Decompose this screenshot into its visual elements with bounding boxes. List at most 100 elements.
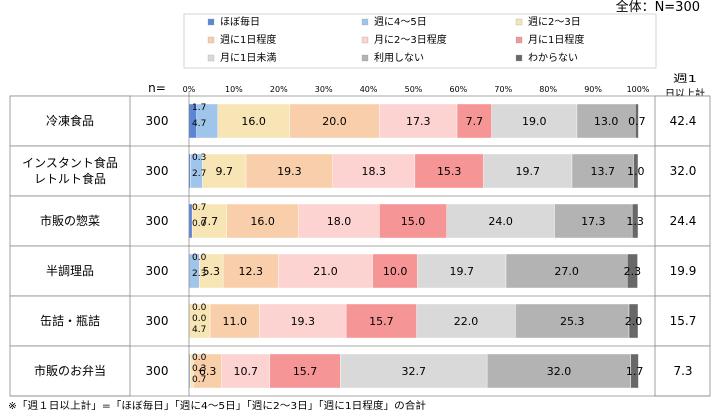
bar-segment (222, 253, 279, 289)
data-label: 15.0 (401, 215, 426, 228)
bar-segment (191, 203, 227, 239)
total-cell (654, 195, 711, 247)
bar-segment (630, 353, 639, 389)
x-tick-label: 60% (450, 85, 468, 94)
data-label: 1.3 (626, 215, 644, 228)
data-label: 0.7 (628, 115, 646, 128)
legend-box (183, 13, 657, 69)
bar-segment (221, 353, 271, 389)
legend-swatch (207, 18, 215, 26)
x-tick-label: 70% (494, 85, 512, 94)
legend-swatch (361, 54, 369, 62)
bar-segment (554, 203, 633, 239)
bar-segment (515, 303, 630, 339)
x-tick-label: 20% (270, 85, 288, 94)
table-row: 冷凍食品 300 42.4 1.7 4.7 16.0 20.0 17.3 7.7 19.0 13.0… (9, 95, 711, 147)
legend-label: 週に4～5日 (374, 16, 427, 28)
data-label: 19.3 (291, 315, 316, 328)
data-label: 19.3 (277, 165, 302, 178)
bar-segment (379, 203, 447, 239)
legend-swatch (515, 54, 523, 62)
sample-size-value: 300 (146, 114, 169, 128)
bar-segment (209, 303, 260, 339)
total-sample-label: 全体：N=300 (616, 0, 700, 15)
category-label: 冷凍食品 (46, 113, 94, 128)
data-label: 7.7 (201, 215, 219, 228)
bar-segment (245, 153, 333, 189)
legend-swatch (361, 18, 369, 26)
n-header: n= (148, 81, 166, 95)
data-label: 19.0 (522, 115, 547, 128)
data-label: 0.7 (192, 375, 206, 385)
total-value: 42.4 (670, 114, 697, 128)
data-label: 2.3 (624, 265, 642, 278)
sample-size-value: 300 (146, 164, 169, 178)
data-label: 18.0 (327, 215, 352, 228)
category-label: 市販のお弁当 (34, 363, 106, 378)
category-label: 半調理品 (46, 264, 94, 278)
legend-swatch (207, 54, 215, 62)
bar-segment (483, 153, 573, 189)
x-tick-label: 90% (584, 85, 602, 94)
data-label: 19.7 (450, 265, 475, 278)
data-label: 24.0 (488, 215, 513, 228)
data-label: 25.3 (560, 315, 585, 328)
bar-segment (226, 203, 299, 239)
data-label: 16.0 (241, 115, 266, 128)
x-axis-ticks: 0% 10% 20% 30% 40% 50% 60% 70% 80% 90% 100% (183, 85, 650, 94)
data-label: 1.7 (626, 365, 644, 378)
legend-swatch (207, 36, 215, 44)
bar-segment (379, 103, 458, 139)
data-label: 32.7 (401, 365, 426, 378)
category-cell (9, 95, 131, 147)
legend-label: 週に1日程度 (220, 33, 276, 46)
bar-segment (372, 253, 418, 289)
bar-segment (446, 203, 555, 239)
total-cell (654, 345, 711, 397)
total-value: 7.3 (673, 364, 692, 378)
data-label: 15.3 (437, 165, 462, 178)
table-row: 半調理品 300 19.90.02.35.3 12.3 21.0 10.0 19.7 27.0… (9, 245, 711, 297)
data-label: 2.7 (192, 169, 206, 179)
bar-segment (627, 253, 638, 289)
bar-segment (631, 203, 639, 239)
data-label: 0.0 (192, 219, 207, 229)
category-label: 市販の惣菜 (40, 213, 100, 228)
data-label: 7.7 (466, 115, 484, 128)
category-label: 缶詰・瓶詰 (40, 313, 100, 328)
legend-label: 月に1日程度 (528, 33, 584, 46)
data-label: 10.7 (234, 365, 259, 378)
legend-swatch (515, 18, 523, 26)
x-tick-label: 0% (183, 85, 196, 94)
legend-label: わからない (528, 52, 578, 64)
data-label: 13.7 (591, 165, 616, 178)
category-cell (9, 295, 131, 347)
data-label: 20.0 (322, 115, 347, 128)
data-label: 1.0 (627, 165, 645, 178)
table-row: 缶詰・瓶詰 300 15.70.00.04.711.0 19.3 15.7 22.0 25.… (9, 295, 711, 347)
x-tick-label: 30% (315, 85, 333, 94)
bar-segment (486, 353, 632, 389)
bar-segment (217, 103, 290, 139)
sample-size-value: 300 (146, 214, 169, 228)
bar-segment (505, 253, 628, 289)
total-value: 19.9 (670, 264, 697, 278)
data-label: 11.0 (223, 315, 248, 328)
data-label: 2.0 (625, 315, 643, 328)
legend-label: ほぼ毎日 (220, 15, 260, 28)
data-label: 0.0 (192, 314, 207, 324)
bar-segment (635, 103, 639, 139)
legend-swatch (361, 36, 369, 44)
legend-swatch (515, 36, 523, 44)
data-rows: 冷凍食品 300 42.4 1.7 4.7 16.0 20.0 17.3 7.7 19.0 13.0… (9, 91, 711, 397)
data-label: 0.0 (192, 353, 207, 363)
data-label: 32.0 (547, 365, 572, 378)
x-tick-label: 40% (360, 85, 378, 94)
data-label: 17.3 (406, 115, 431, 128)
bar-segment (202, 153, 247, 189)
data-label: 0.0 (192, 303, 207, 313)
data-label: 16.0 (250, 215, 275, 228)
